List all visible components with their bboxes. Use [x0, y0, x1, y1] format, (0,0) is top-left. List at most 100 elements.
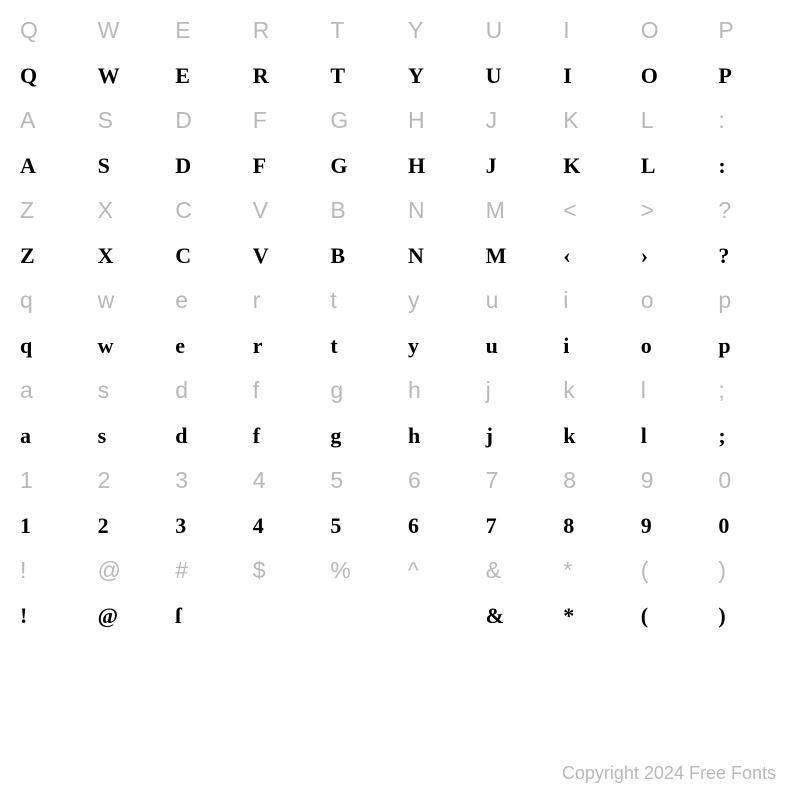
- reference-glyph: A: [12, 107, 35, 134]
- display-glyph: Q: [12, 63, 37, 89]
- display-glyph: g: [322, 423, 341, 449]
- reference-glyph: ?: [710, 197, 731, 224]
- reference-glyph: :: [710, 107, 724, 134]
- display-glyph: e: [167, 333, 185, 359]
- display-glyph: ?: [710, 243, 729, 269]
- display-glyph: Y: [400, 63, 424, 89]
- display-glyph: H: [400, 153, 425, 179]
- reference-glyph: 5: [322, 467, 343, 494]
- display-glyph: l: [633, 423, 647, 449]
- display-glyph: O: [633, 63, 658, 89]
- display-glyph: R: [245, 63, 269, 89]
- display-glyph: U: [478, 63, 502, 89]
- reference-glyph: S: [90, 107, 113, 134]
- reference-glyph: V: [245, 197, 268, 224]
- display-glyph: F: [245, 153, 266, 179]
- reference-glyph: #: [167, 557, 188, 584]
- reference-glyph: Y: [400, 17, 423, 44]
- display-glyph: N: [400, 243, 424, 269]
- reference-glyph: r: [245, 287, 261, 314]
- display-glyph: f: [245, 423, 260, 449]
- display-glyph: a: [12, 423, 31, 449]
- display-glyph: j: [478, 423, 493, 449]
- reference-glyph: R: [245, 17, 270, 44]
- reference-glyph: F: [245, 107, 267, 134]
- display-glyph: W: [90, 63, 120, 89]
- reference-glyph: C: [167, 197, 192, 224]
- reference-glyph: $: [245, 557, 266, 584]
- display-glyph: s: [90, 423, 107, 449]
- display-glyph: I: [555, 63, 572, 89]
- reference-glyph: 9: [633, 467, 654, 494]
- display-glyph: A: [12, 153, 36, 179]
- display-glyph: (: [633, 603, 648, 629]
- reference-glyph: ^: [400, 557, 419, 584]
- reference-glyph: >: [633, 197, 654, 224]
- display-glyph: X: [90, 243, 114, 269]
- display-glyph: h: [400, 423, 420, 449]
- reference-glyph: L: [633, 107, 654, 134]
- reference-glyph: j: [478, 377, 491, 404]
- display-glyph: 2: [90, 513, 109, 539]
- reference-glyph: p: [710, 287, 731, 314]
- display-glyph: S: [90, 153, 110, 179]
- reference-glyph: G: [322, 107, 348, 134]
- display-glyph: p: [710, 333, 730, 359]
- character-map-grid: QWERTYUIOPQWERTYUIOPASDFGHJKL:ASDFGHJKL:…: [0, 0, 800, 638]
- reference-glyph: ): [710, 557, 726, 584]
- reference-glyph: i: [555, 287, 568, 314]
- reference-glyph: D: [167, 107, 192, 134]
- reference-glyph: %: [322, 557, 350, 584]
- reference-glyph: H: [400, 107, 425, 134]
- reference-glyph: (: [633, 557, 649, 584]
- reference-glyph: T: [322, 17, 344, 44]
- display-glyph: *: [555, 603, 574, 629]
- display-glyph: ;: [710, 423, 725, 449]
- display-glyph: Z: [12, 243, 35, 269]
- reference-glyph: q: [12, 287, 33, 314]
- display-glyph: M: [478, 243, 507, 269]
- display-glyph: 7: [478, 513, 497, 539]
- reference-glyph: 1: [12, 467, 33, 494]
- display-glyph: r: [245, 333, 263, 359]
- reference-glyph: 4: [245, 467, 266, 494]
- reference-glyph: s: [90, 377, 110, 404]
- display-glyph: K: [555, 153, 580, 179]
- reference-glyph: 8: [555, 467, 576, 494]
- reference-glyph: B: [322, 197, 345, 224]
- reference-glyph: I: [555, 17, 569, 44]
- display-glyph: w: [90, 333, 114, 359]
- display-glyph: t: [322, 333, 337, 359]
- reference-glyph: @: [90, 557, 121, 584]
- reference-glyph: a: [12, 377, 33, 404]
- display-glyph: 8: [555, 513, 574, 539]
- display-glyph: 9: [633, 513, 652, 539]
- reference-glyph: h: [400, 377, 421, 404]
- display-glyph: &: [478, 603, 504, 629]
- display-glyph: q: [12, 333, 32, 359]
- display-glyph: d: [167, 423, 187, 449]
- reference-glyph: Q: [12, 17, 38, 44]
- display-glyph: 5: [322, 513, 341, 539]
- reference-glyph: &: [478, 557, 501, 584]
- display-glyph: 0: [710, 513, 729, 539]
- display-glyph: C: [167, 243, 191, 269]
- reference-glyph: t: [322, 287, 336, 314]
- reference-glyph: 3: [167, 467, 188, 494]
- display-glyph: i: [555, 333, 569, 359]
- display-glyph: B: [322, 243, 345, 269]
- display-glyph: ): [710, 603, 725, 629]
- display-glyph: !: [12, 603, 27, 629]
- display-glyph: ›: [633, 243, 648, 269]
- copyright-text: Copyright 2024 Free Fonts: [562, 763, 776, 784]
- reference-glyph: k: [555, 377, 575, 404]
- reference-glyph: d: [167, 377, 188, 404]
- reference-glyph: E: [167, 17, 190, 44]
- display-glyph: y: [400, 333, 419, 359]
- reference-glyph: u: [478, 287, 499, 314]
- display-glyph: @: [90, 603, 118, 629]
- display-glyph: P: [710, 63, 731, 89]
- display-glyph: k: [555, 423, 575, 449]
- display-glyph: L: [633, 153, 656, 179]
- reference-glyph: <: [555, 197, 576, 224]
